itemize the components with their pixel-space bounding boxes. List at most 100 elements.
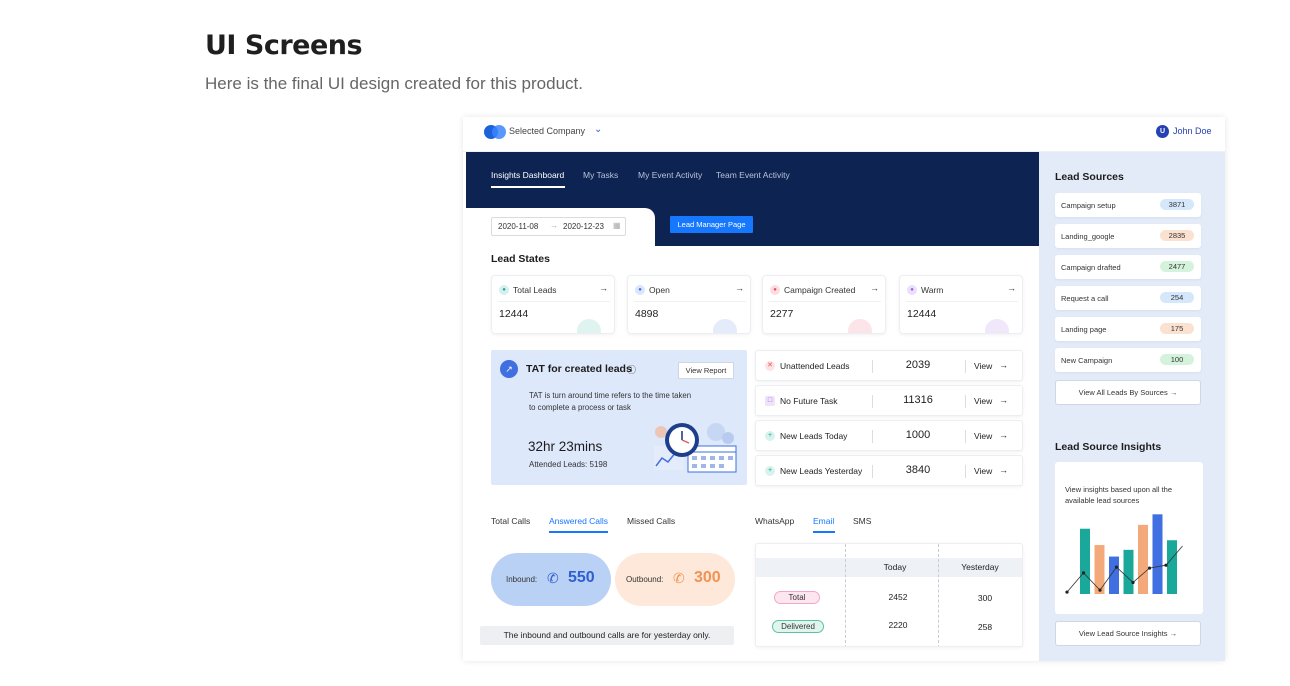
top-bar: Selected Company ⌄ U John Doe bbox=[463, 117, 1225, 152]
task-icon: □ bbox=[765, 396, 775, 406]
date-filter-card bbox=[463, 208, 655, 248]
table-cell: 2452 bbox=[888, 592, 908, 602]
arrow-right-icon[interactable]: → bbox=[870, 283, 879, 293]
date-from: 2020-11-08 bbox=[498, 222, 539, 231]
arrow-right-icon[interactable]: → bbox=[599, 283, 608, 293]
view-link[interactable]: View bbox=[974, 431, 993, 441]
state-card-open[interactable]: ● Open → 4898 bbox=[627, 275, 751, 334]
tab-insights-dashboard[interactable]: Insights Dashboard bbox=[491, 170, 565, 180]
tab-sms[interactable]: SMS bbox=[853, 516, 872, 526]
view-link[interactable]: View bbox=[974, 466, 993, 476]
arrow-right-icon: → bbox=[1169, 629, 1178, 638]
row-value: 2039 bbox=[905, 359, 931, 371]
table-cell: 258 bbox=[977, 622, 993, 632]
table-cell: 2220 bbox=[888, 620, 908, 630]
arrow-right-icon[interactable]: → bbox=[1007, 283, 1016, 293]
lead-source-item[interactable]: Landing page 175 bbox=[1055, 317, 1201, 341]
company-selector[interactable]: Selected Company bbox=[509, 126, 586, 136]
button-label: View Lead Source Insights bbox=[1078, 629, 1168, 638]
calendar-icon: ▦ bbox=[613, 221, 621, 230]
divider bbox=[938, 544, 939, 646]
lead-states-title: Lead States bbox=[491, 253, 550, 265]
lead-source-item[interactable]: Landing_google 2835 bbox=[1055, 224, 1201, 248]
user-icon: ● bbox=[907, 285, 917, 295]
date-to: 2020-12-23 bbox=[563, 222, 604, 231]
button-label: View All Leads By Sources bbox=[1078, 388, 1168, 397]
state-card-warm[interactable]: ● Warm → 12444 bbox=[899, 275, 1023, 334]
decorative-circle bbox=[577, 319, 601, 333]
tab-team-event-activity[interactable]: Team Event Activity bbox=[716, 170, 790, 180]
tab-total-calls[interactable]: Total Calls bbox=[491, 516, 531, 526]
source-label: Request a call bbox=[1061, 294, 1109, 303]
tab-missed-calls[interactable]: Missed Calls bbox=[627, 516, 676, 526]
date-range-picker[interactable]: 2020-11-08 → 2020-12-23 ▦ bbox=[491, 217, 626, 236]
x-circle-icon: ✕ bbox=[765, 361, 775, 371]
state-value: 2277 bbox=[770, 308, 794, 320]
divider bbox=[872, 430, 873, 443]
chart-bar bbox=[1123, 549, 1134, 594]
state-label: Open bbox=[649, 285, 670, 295]
view-link[interactable]: View bbox=[974, 361, 993, 371]
tab-answered-calls[interactable]: Answered Calls bbox=[549, 516, 609, 526]
state-value: 12444 bbox=[499, 308, 529, 320]
page-heading: UI Screens bbox=[205, 30, 363, 61]
count-badge: 2835 bbox=[1160, 230, 1194, 241]
row-label: Unattended Leads bbox=[780, 361, 850, 371]
list-row-new-leads-today: + New Leads Today 1000 View → bbox=[755, 420, 1023, 451]
row-value: 11316 bbox=[903, 394, 933, 406]
arrow-right-icon[interactable]: → bbox=[999, 430, 1008, 440]
arrow-right-icon[interactable]: → bbox=[999, 465, 1008, 475]
arrow-right-icon[interactable]: → bbox=[999, 360, 1008, 370]
state-card-total-leads[interactable]: ● Total Leads → 12444 bbox=[491, 275, 615, 334]
chart-bar bbox=[1167, 540, 1177, 594]
tat-description: TAT is turn around time refers to the ti… bbox=[529, 391, 692, 412]
lead-source-item[interactable]: New Campaign 100 bbox=[1055, 348, 1201, 372]
chart-point bbox=[1081, 571, 1086, 575]
inbound-label: Inbound: bbox=[506, 575, 538, 584]
tab-my-tasks[interactable]: My Tasks bbox=[583, 170, 619, 180]
lead-source-item[interactable]: Campaign setup 3871 bbox=[1055, 193, 1201, 217]
arrow-right-icon[interactable]: → bbox=[735, 283, 744, 293]
lead-source-item[interactable]: Request a call 254 bbox=[1055, 286, 1201, 310]
tat-value: 32hr 23mins bbox=[528, 439, 603, 454]
state-card-campaign-created[interactable]: ● Campaign Created → 2277 bbox=[762, 275, 886, 334]
arrow-right-icon[interactable]: → bbox=[999, 395, 1008, 405]
user-name[interactable]: John Doe bbox=[1173, 126, 1212, 136]
row-label: No Future Task bbox=[780, 396, 838, 406]
tab-my-event-activity[interactable]: My Event Activity bbox=[638, 170, 703, 180]
info-icon[interactable]: ⓘ bbox=[627, 365, 637, 375]
count-badge: 175 bbox=[1160, 323, 1194, 334]
chart-bar bbox=[1080, 528, 1090, 594]
view-link[interactable]: View bbox=[974, 396, 993, 406]
right-sidebar: Lead Sources Campaign setup 3871 Landing… bbox=[1039, 152, 1225, 661]
source-label: Landing page bbox=[1061, 325, 1107, 334]
source-label: New Campaign bbox=[1061, 356, 1113, 365]
view-all-leads-button[interactable]: View All Leads By Sources → bbox=[1055, 380, 1201, 405]
divider bbox=[965, 395, 966, 408]
chart-point bbox=[1147, 566, 1152, 570]
chart-bar bbox=[1138, 524, 1148, 594]
user-icon: ● bbox=[499, 285, 509, 295]
page-subtitle: Here is the final UI design created for … bbox=[205, 74, 583, 93]
count-badge: 254 bbox=[1160, 292, 1194, 303]
chart-bar bbox=[1094, 545, 1105, 594]
tab-whatsapp[interactable]: WhatsApp bbox=[755, 516, 795, 526]
divider bbox=[965, 465, 966, 478]
lead-source-item[interactable]: Campaign drafted 2477 bbox=[1055, 255, 1201, 279]
divider bbox=[498, 301, 610, 302]
outbound-label: Outbound: bbox=[626, 575, 664, 584]
lead-manager-page-button[interactable]: Lead Manager Page bbox=[670, 216, 753, 233]
view-report-button[interactable]: View Report bbox=[678, 362, 734, 379]
user-plus-icon: + bbox=[765, 466, 775, 476]
state-value: 12444 bbox=[907, 308, 937, 320]
chevron-down-icon[interactable]: ⌄ bbox=[594, 124, 603, 135]
trend-chart-icon: ↗ bbox=[500, 360, 518, 378]
user-avatar[interactable]: U bbox=[1156, 125, 1169, 138]
active-tab-indicator bbox=[813, 531, 835, 533]
tab-email[interactable]: Email bbox=[813, 516, 835, 526]
divider bbox=[872, 360, 873, 373]
chart-point bbox=[1098, 588, 1102, 592]
state-value: 4898 bbox=[635, 308, 659, 320]
view-lead-source-insights-button[interactable]: View Lead Source Insights → bbox=[1055, 621, 1201, 646]
list-row-no-future-task: □ No Future Task 11316 View → bbox=[755, 385, 1023, 416]
